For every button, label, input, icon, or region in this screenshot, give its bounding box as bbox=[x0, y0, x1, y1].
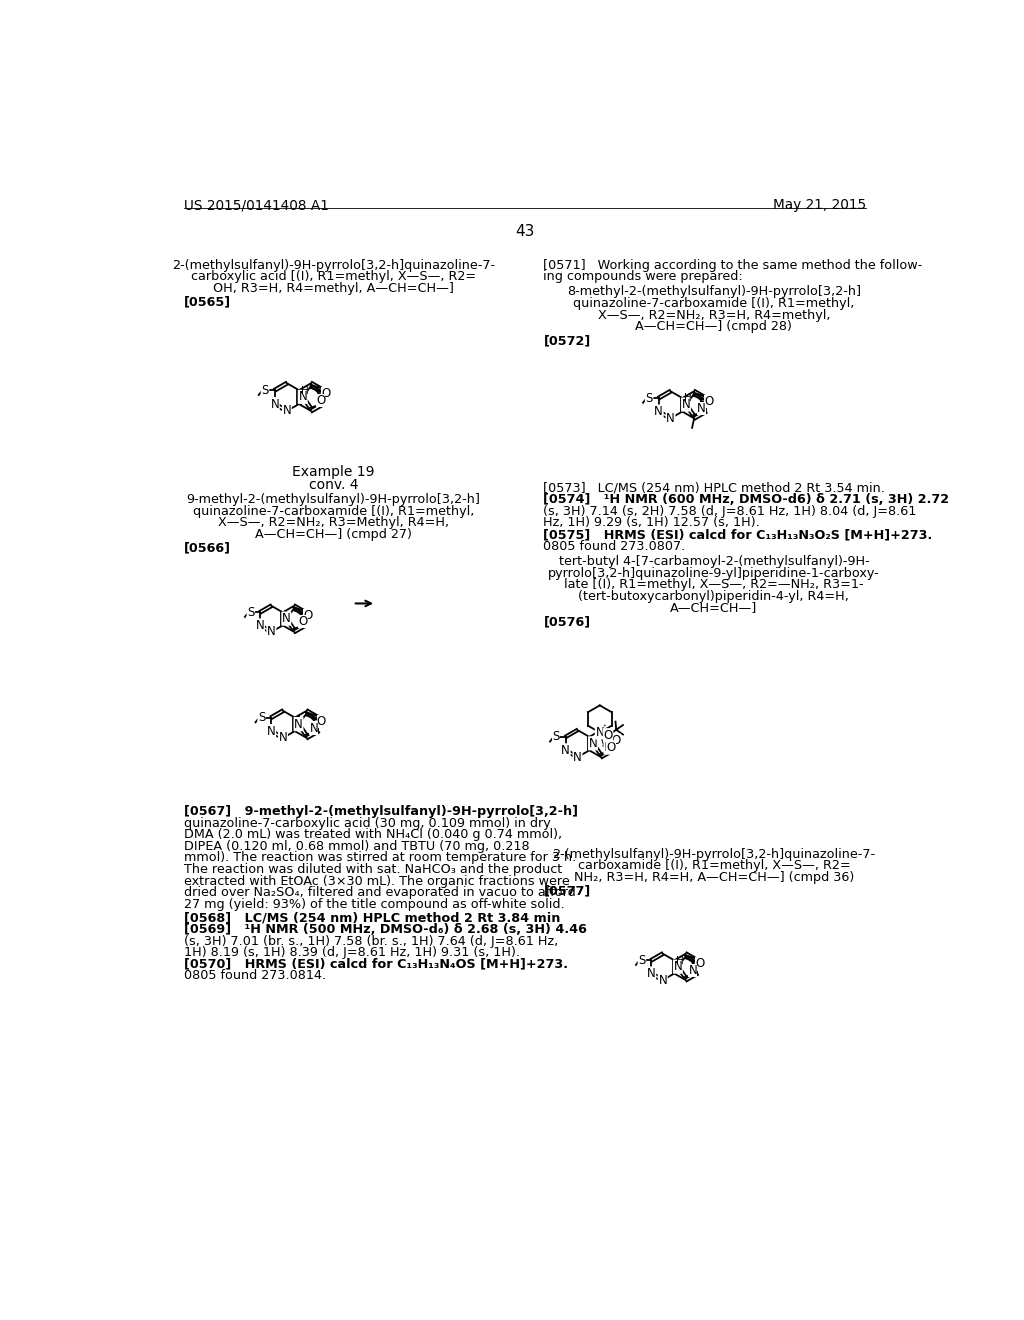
Text: N: N bbox=[298, 391, 307, 404]
Text: O: O bbox=[611, 734, 621, 747]
Text: [0570]   HRMS (ESI) calcd for C₁₃H₁₃N₄OS [M+H]+273.: [0570] HRMS (ESI) calcd for C₁₃H₁₃N₄OS [… bbox=[183, 958, 567, 970]
Text: Hz, 1H) 9.29 (s, 1H) 12.57 (s, 1H).: Hz, 1H) 9.29 (s, 1H) 12.57 (s, 1H). bbox=[544, 516, 760, 529]
Text: NH₂, R3=H, R4=H, A—CH=CH—] (cmpd 36): NH₂, R3=H, R4=H, A—CH=CH—] (cmpd 36) bbox=[573, 871, 854, 883]
Text: O: O bbox=[695, 957, 705, 970]
Text: S: S bbox=[258, 711, 265, 725]
Text: The reaction was diluted with sat. NaHCO₃ and the product: The reaction was diluted with sat. NaHCO… bbox=[183, 863, 562, 876]
Text: dried over Na₂SO₄, filtered and evaporated in vacuo to afford: dried over Na₂SO₄, filtered and evaporat… bbox=[183, 886, 575, 899]
Text: [0567]   9-methyl-2-(methylsulfanyl)-9H-pyrrolo[3,2-h]: [0567] 9-methyl-2-(methylsulfanyl)-9H-py… bbox=[183, 805, 578, 818]
Text: N: N bbox=[573, 751, 582, 764]
Text: [0574]   ¹H NMR (600 MHz, DMSO-d6) δ 2.71 (s, 3H) 2.72: [0574] ¹H NMR (600 MHz, DMSO-d6) δ 2.71 … bbox=[544, 494, 949, 507]
Text: quinazoline-7-carboxylic acid (30 mg, 0.109 mmol) in dry: quinazoline-7-carboxylic acid (30 mg, 0.… bbox=[183, 817, 551, 830]
Text: carboxamide [(I), R1=methyl, X—S—, R2=: carboxamide [(I), R1=methyl, X—S—, R2= bbox=[578, 859, 850, 873]
Text: 0805 found 273.0814.: 0805 found 273.0814. bbox=[183, 969, 326, 982]
Text: H: H bbox=[684, 393, 692, 404]
Text: (s, 3H) 7.01 (br. s., 1H) 7.58 (br. s., 1H) 7.64 (d, J=8.61 Hz,: (s, 3H) 7.01 (br. s., 1H) 7.58 (br. s., … bbox=[183, 935, 558, 948]
Text: N: N bbox=[267, 725, 275, 738]
Text: pyrrolo[3,2-h]quinazoline-9-yl]piperidine-1-carboxy-: pyrrolo[3,2-h]quinazoline-9-yl]piperidin… bbox=[548, 566, 880, 579]
Text: 2-(methylsulfanyl)-9H-pyrrolo[3,2-h]quinazoline-7-: 2-(methylsulfanyl)-9H-pyrrolo[3,2-h]quin… bbox=[172, 259, 495, 272]
Text: [0571]   Working according to the same method the follow-: [0571] Working according to the same met… bbox=[544, 259, 923, 272]
Text: 27 mg (yield: 93%) of the title compound as off-white solid.: 27 mg (yield: 93%) of the title compound… bbox=[183, 898, 564, 911]
Text: O: O bbox=[321, 388, 330, 400]
Text: OH, R3=H, R4=methyl, A—CH=CH—]: OH, R3=H, R4=methyl, A—CH=CH—] bbox=[213, 281, 454, 294]
Text: extracted with EtOAc (3×30 mL). The organic fractions were: extracted with EtOAc (3×30 mL). The orga… bbox=[183, 875, 569, 887]
Text: N: N bbox=[283, 404, 291, 417]
Text: O: O bbox=[603, 729, 612, 742]
Text: [0575]   HRMS (ESI) calcd for C₁₃H₁₃N₃O₂S [M+H]+273.: [0575] HRMS (ESI) calcd for C₁₃H₁₃N₃O₂S … bbox=[544, 528, 933, 541]
Text: N: N bbox=[674, 960, 682, 973]
Text: [0566]: [0566] bbox=[183, 543, 230, 554]
Text: 9-methyl-2-(methylsulfanyl)-9H-pyrrolo[3,2-h]: 9-methyl-2-(methylsulfanyl)-9H-pyrrolo[3… bbox=[186, 494, 480, 507]
Text: tert-butyl 4-[7-carbamoyl-2-(methylsulfanyl)-9H-: tert-butyl 4-[7-carbamoyl-2-(methylsulfa… bbox=[558, 554, 869, 568]
Text: A—CH=CH—]: A—CH=CH—] bbox=[671, 601, 758, 614]
Text: O: O bbox=[316, 715, 326, 727]
Text: N: N bbox=[589, 737, 597, 750]
Text: N: N bbox=[688, 964, 697, 977]
Text: ing compounds were prepared:: ing compounds were prepared: bbox=[544, 271, 743, 282]
Text: 8-methyl-2-(methylsulfanyl)-9H-pyrrolo[3,2-h]: 8-methyl-2-(methylsulfanyl)-9H-pyrrolo[3… bbox=[567, 285, 861, 298]
Text: 1H) 8.19 (s, 1H) 8.39 (d, J=8.61 Hz, 1H) 9.31 (s, 1H).: 1H) 8.19 (s, 1H) 8.39 (d, J=8.61 Hz, 1H)… bbox=[183, 946, 520, 960]
Text: carboxylic acid [(I), R1=methyl, X—S—, R2=: carboxylic acid [(I), R1=methyl, X—S—, R… bbox=[190, 271, 476, 282]
Text: N: N bbox=[682, 399, 690, 411]
Text: O: O bbox=[303, 610, 312, 623]
Text: N: N bbox=[309, 722, 318, 735]
Text: X—S—, R2=NH₂, R3=H, R4=methyl,: X—S—, R2=NH₂, R3=H, R4=methyl, bbox=[598, 309, 830, 322]
Text: late [(I), R1=methyl, X—S—, R2=—NH₂, R3=1-: late [(I), R1=methyl, X—S—, R2=—NH₂, R3=… bbox=[564, 578, 863, 591]
Text: N: N bbox=[697, 403, 706, 414]
Text: N: N bbox=[270, 397, 280, 411]
Text: (tert-butoxycarbonyl)piperidin-4-yl, R4=H,: (tert-butoxycarbonyl)piperidin-4-yl, R4=… bbox=[579, 590, 849, 603]
Text: N: N bbox=[267, 626, 275, 639]
Text: A—CH=CH—] (cmpd 27): A—CH=CH—] (cmpd 27) bbox=[255, 528, 412, 541]
Text: O: O bbox=[606, 741, 615, 754]
Text: [0568]   LC/MS (254 nm) HPLC method 2 Rt 3.84 min: [0568] LC/MS (254 nm) HPLC method 2 Rt 3… bbox=[183, 911, 560, 924]
Text: N: N bbox=[654, 405, 664, 418]
Text: (s, 3H) 7.14 (s, 2H) 7.58 (d, J=8.61 Hz, 1H) 8.04 (d, J=8.61: (s, 3H) 7.14 (s, 2H) 7.58 (d, J=8.61 Hz,… bbox=[544, 506, 916, 517]
Text: N: N bbox=[647, 968, 655, 979]
Text: Example 19: Example 19 bbox=[292, 465, 375, 479]
Text: quinazoline-7-carboxamide [(I), R1=methyl,: quinazoline-7-carboxamide [(I), R1=methy… bbox=[573, 297, 855, 310]
Text: X—S—, R2=NH₂, R3=Methyl, R4=H,: X—S—, R2=NH₂, R3=Methyl, R4=H, bbox=[218, 516, 449, 529]
Text: [0573]   LC/MS (254 nm) HPLC method 2 Rt 3.54 min.: [0573] LC/MS (254 nm) HPLC method 2 Rt 3… bbox=[544, 482, 886, 495]
Text: N: N bbox=[667, 412, 675, 425]
Text: N: N bbox=[561, 744, 570, 756]
Text: 0805 found 273.0807.: 0805 found 273.0807. bbox=[544, 540, 686, 553]
Text: O: O bbox=[316, 393, 326, 407]
Text: quinazoline-7-carboxamide [(I), R1=methyl,: quinazoline-7-carboxamide [(I), R1=methy… bbox=[193, 506, 474, 517]
Text: A—CH=CH—] (cmpd 28): A—CH=CH—] (cmpd 28) bbox=[636, 321, 793, 333]
Text: DMA (2.0 mL) was treated with NH₄Cl (0.040 g 0.74 mmol),: DMA (2.0 mL) was treated with NH₄Cl (0.0… bbox=[183, 829, 562, 841]
Text: mmol). The reaction was stirred at room temperature for 3 h.: mmol). The reaction was stirred at room … bbox=[183, 851, 577, 865]
Text: H: H bbox=[301, 385, 308, 396]
Text: US 2015/0141408 A1: US 2015/0141408 A1 bbox=[183, 198, 329, 213]
Text: S: S bbox=[638, 954, 645, 966]
Text: N: N bbox=[279, 731, 288, 744]
Text: [0577]: [0577] bbox=[544, 884, 591, 898]
Text: N: N bbox=[282, 612, 291, 626]
Text: S: S bbox=[247, 606, 255, 619]
Text: 43: 43 bbox=[515, 224, 535, 239]
Text: S: S bbox=[645, 392, 653, 404]
Text: N: N bbox=[256, 619, 264, 632]
Text: [0572]: [0572] bbox=[544, 334, 591, 347]
Text: [0565]: [0565] bbox=[183, 296, 231, 309]
Text: S: S bbox=[553, 730, 560, 743]
Text: [0569]   ¹H NMR (500 MHz, DMSO-d₆) δ 2.68 (s, 3H) 4.46: [0569] ¹H NMR (500 MHz, DMSO-d₆) δ 2.68 … bbox=[183, 923, 587, 936]
Text: N: N bbox=[658, 974, 667, 986]
Text: 2-(methylsulfanyl)-9H-pyrrolo[3,2-h]quinazoline-7-: 2-(methylsulfanyl)-9H-pyrrolo[3,2-h]quin… bbox=[552, 847, 876, 861]
Text: S: S bbox=[261, 384, 268, 396]
Text: H: H bbox=[614, 734, 622, 744]
Text: O: O bbox=[705, 395, 714, 408]
Text: DIPEA (0.120 ml, 0.68 mmol) and TBTU (70 mg, 0.218: DIPEA (0.120 ml, 0.68 mmol) and TBTU (70… bbox=[183, 840, 529, 853]
Text: N: N bbox=[604, 741, 612, 754]
Text: [0576]: [0576] bbox=[544, 615, 591, 628]
Text: conv. 4: conv. 4 bbox=[308, 478, 358, 492]
Text: N: N bbox=[595, 726, 604, 739]
Text: H: H bbox=[676, 956, 684, 966]
Text: O: O bbox=[298, 615, 307, 628]
Text: May 21, 2015: May 21, 2015 bbox=[772, 198, 866, 213]
Text: N: N bbox=[294, 718, 303, 730]
